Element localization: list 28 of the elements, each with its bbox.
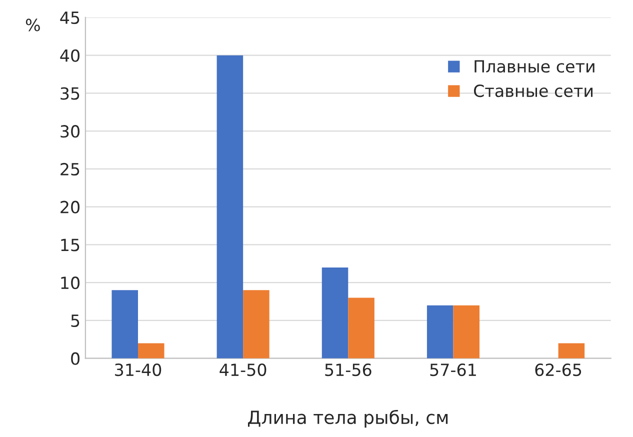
bar — [322, 267, 348, 358]
legend-label: Ставные сети — [474, 84, 592, 98]
bar — [243, 290, 270, 358]
y-tick-label: 30 — [60, 125, 80, 138]
x-tick-label: 62-65 — [535, 363, 582, 376]
x-tick-label: 31-40 — [115, 363, 162, 376]
y-tick-label: 10 — [61, 276, 80, 290]
bar — [348, 298, 374, 358]
bar — [426, 305, 454, 358]
y-tick-label: 15 — [61, 238, 80, 252]
y-axis-title: % — [26, 18, 40, 32]
bar — [216, 55, 244, 358]
y-tick-label: 35 — [60, 87, 80, 100]
x-tick-label: 57-61 — [430, 363, 476, 376]
legend-label: Плавные сети — [474, 60, 594, 73]
bar — [453, 305, 480, 358]
y-tick-label: 20 — [60, 200, 80, 214]
x-axis-title: Длина тела рыбы, см — [248, 410, 448, 428]
y-tick-label: 45 — [60, 12, 80, 24]
y-tick-label: 5 — [71, 314, 80, 328]
y-tick-label: 40 — [60, 49, 80, 62]
y-tick-label: 25 — [60, 162, 80, 176]
bar — [558, 343, 585, 358]
bar — [138, 343, 164, 358]
x-tick-label: 51-56 — [325, 363, 372, 376]
x-tick-label: 41-50 — [220, 363, 266, 376]
bar — [112, 290, 138, 358]
y-tick-label: 0 — [71, 352, 80, 365]
